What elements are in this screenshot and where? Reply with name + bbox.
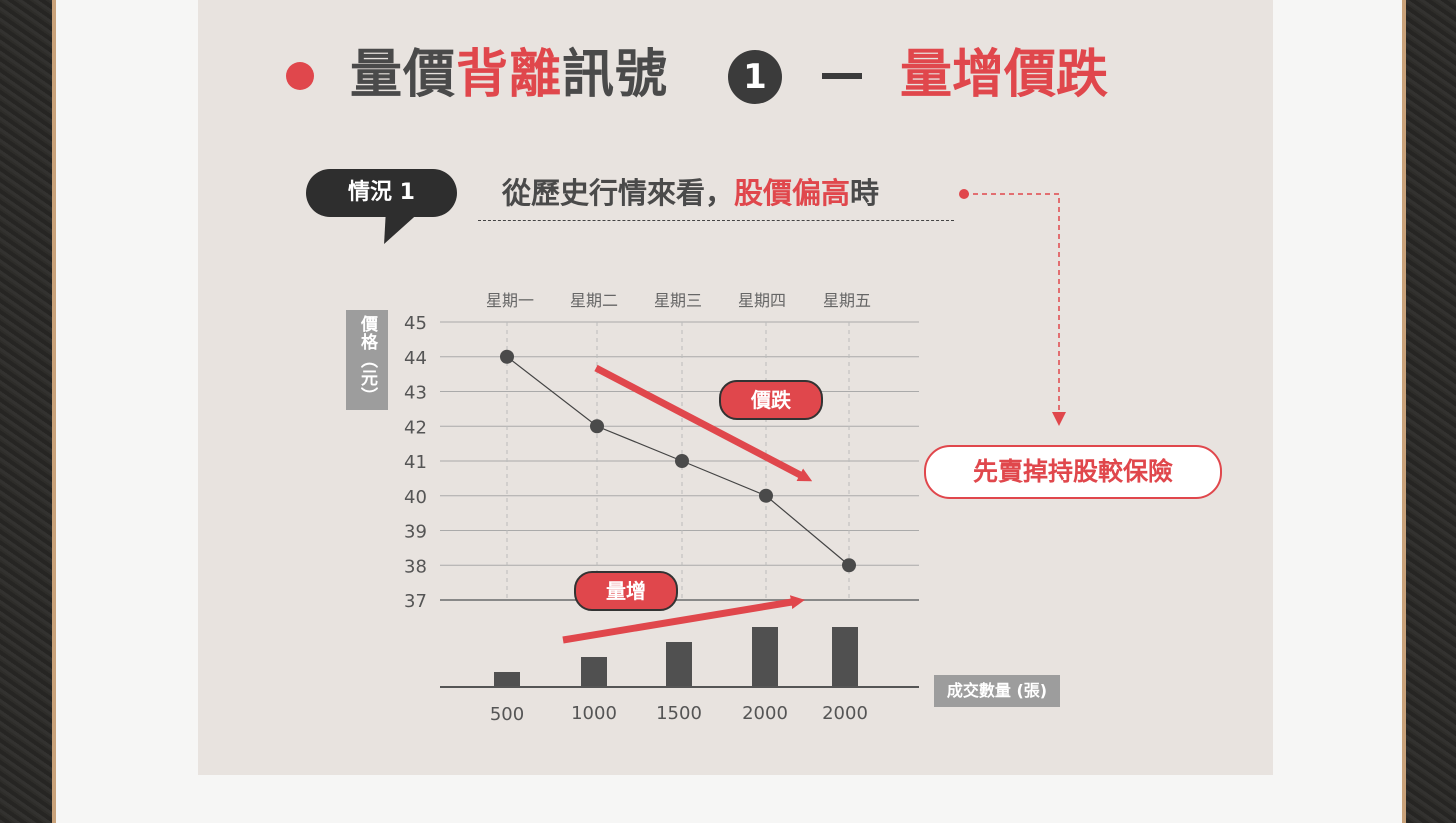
title-part-3: 訊號 <box>562 45 669 105</box>
title-subject: 量增價跌 <box>900 45 1109 105</box>
volume-bar <box>494 672 520 687</box>
x-category-label: 星期二 <box>570 291 618 310</box>
volume-value-labels: 500 1000 1500 2000 2000 <box>490 703 868 725</box>
y-tick-label: 40 <box>404 487 427 508</box>
x-category-label: 星期三 <box>654 291 702 310</box>
frame-right <box>1402 0 1406 823</box>
title-number-badge: 1 <box>728 50 782 104</box>
price-point <box>590 419 604 434</box>
title-part-2: 背離 <box>456 45 563 105</box>
price-point <box>842 558 856 573</box>
chart-grid <box>440 321 919 601</box>
scenario-underline <box>478 220 954 221</box>
volume-rise-label: 量增 <box>574 571 678 611</box>
volume-bar <box>752 627 778 687</box>
volume-value-label: 1000 <box>571 703 617 724</box>
y-tick-label: 41 <box>404 452 427 473</box>
volume-value-label: 1500 <box>656 703 702 724</box>
advice-callout: 先賣掉持股較保險 <box>924 445 1222 499</box>
volume-bar <box>832 627 858 687</box>
y-tick-label: 39 <box>404 522 427 543</box>
advice-connector <box>964 193 1060 414</box>
y-tick-label: 44 <box>404 348 427 369</box>
scenario-text: 從歷史行情來看，股價偏高時 <box>502 170 879 216</box>
price-point <box>500 349 514 364</box>
frame-left <box>52 0 56 823</box>
scenario-badge: 情況 1 <box>306 169 457 217</box>
volume-axis-label: 成交數量 (張) <box>934 675 1060 707</box>
x-category-label: 星期五 <box>823 291 871 310</box>
y-tick-label: 45 <box>404 313 427 334</box>
volume-value-label: 2000 <box>822 703 868 724</box>
chalkboard-right-edge <box>1402 0 1456 823</box>
y-tick-label: 38 <box>404 556 427 577</box>
price-drop-arrow <box>594 364 813 482</box>
scenario-highlight: 股價偏高 <box>734 176 851 210</box>
title-part-1: 量價 <box>350 45 457 105</box>
volume-value-label: 500 <box>490 704 524 725</box>
volume-bar <box>581 657 607 687</box>
connector-arrowhead <box>1052 412 1066 426</box>
price-drop-label: 價跌 <box>719 380 823 420</box>
price-series <box>500 349 856 573</box>
y-axis-label: 價格（元） <box>346 310 388 410</box>
volume-rise-arrow <box>562 595 805 644</box>
x-category-label: 星期四 <box>738 291 786 310</box>
x-category-label: 星期一 <box>486 291 534 310</box>
connector-dot <box>959 189 969 199</box>
title-dash <box>822 73 862 79</box>
scenario-prefix: 從歷史行情來看， <box>502 176 735 210</box>
price-point <box>675 454 689 468</box>
page-title: 量價背離訊號 <box>350 40 668 110</box>
volume-bar <box>666 642 692 687</box>
scenario-suffix: 時 <box>850 176 880 210</box>
title-bullet-dot <box>286 62 314 90</box>
y-tick-label: 37 <box>404 591 427 612</box>
y-tick-label: 42 <box>404 417 427 438</box>
x-axis-categories: 星期一 星期二 星期三 星期四 星期五 <box>486 291 871 310</box>
volume-value-label: 2000 <box>742 703 788 724</box>
y-axis-ticks: 45 44 43 42 41 40 39 38 37 <box>404 313 427 612</box>
volume-bars <box>494 627 858 687</box>
y-tick-label: 43 <box>404 383 427 404</box>
chalkboard-left-edge <box>0 0 52 823</box>
price-point <box>759 488 773 503</box>
